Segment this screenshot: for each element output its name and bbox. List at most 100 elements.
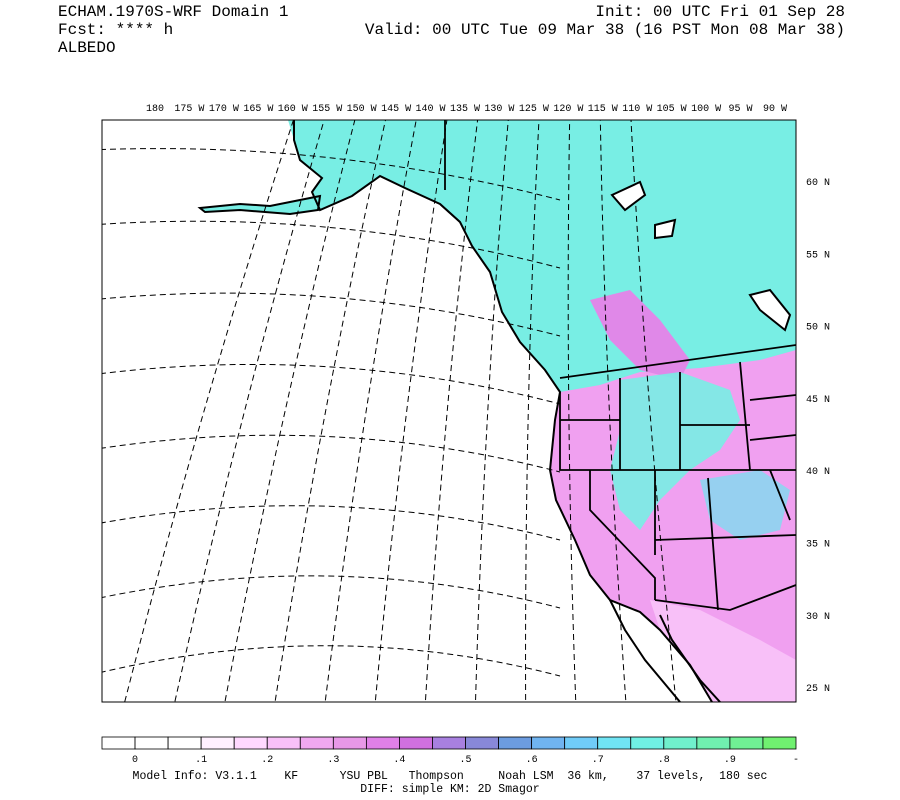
colorbar-swatch xyxy=(531,736,566,750)
colorbar-swatch xyxy=(564,736,599,750)
header-right: Valid: 00 UTC Tue 09 Mar 38 (16 PST Mon … xyxy=(365,21,845,39)
colorbar-label: .1 xyxy=(195,755,207,766)
colorbar-label: - xyxy=(793,755,799,766)
lat-label: 30 N xyxy=(806,612,830,623)
lon-label: 125 W xyxy=(519,104,549,115)
colorbar-label: .6 xyxy=(526,755,538,766)
lon-label: 90 W xyxy=(763,104,787,115)
land-low-albedo xyxy=(550,350,796,702)
meridian xyxy=(525,120,540,702)
lakes xyxy=(610,180,792,332)
meridian xyxy=(374,120,448,702)
baja-coast xyxy=(609,599,721,702)
parallel xyxy=(102,645,561,677)
lat-label: 60 N xyxy=(806,178,830,189)
parallel xyxy=(102,220,561,269)
colorbar-label: 0 xyxy=(132,755,138,766)
meridian xyxy=(475,120,509,702)
colorbar-swatch xyxy=(332,736,367,750)
lon-label: 130 W xyxy=(484,104,514,115)
lon-label: 120 W xyxy=(553,104,583,115)
map-frame xyxy=(101,119,797,703)
colorbar-swatch xyxy=(101,736,136,750)
colorbar-swatch xyxy=(200,736,235,750)
parallel xyxy=(102,148,561,201)
colorbar-label: .4 xyxy=(393,755,405,766)
meridian xyxy=(174,120,325,702)
lon-label: 165 W xyxy=(243,104,273,115)
lon-label: 100 W xyxy=(691,104,721,115)
colorbar-swatch xyxy=(663,736,698,750)
state-borders xyxy=(439,120,796,611)
lat-label: 35 N xyxy=(806,540,830,551)
lon-label: 105 W xyxy=(657,104,687,115)
parallel xyxy=(102,292,561,337)
colorbar-swatch xyxy=(299,736,334,750)
lon-label: 115 W xyxy=(588,104,618,115)
header-left: ECHAM.1970S-WRF Domain 1 xyxy=(58,3,288,21)
header-left: ALBEDO xyxy=(58,39,116,57)
colorbar-label: .5 xyxy=(460,755,472,766)
colorbar-label: .2 xyxy=(261,755,273,766)
colorbar-swatch xyxy=(365,736,400,750)
lat-label: 25 N xyxy=(806,684,830,695)
colorbar: 0 .1 .2 .3 .4 .5 .6 .7 .8 .9 - xyxy=(101,736,799,766)
land-high-albedo xyxy=(610,372,740,530)
lon-label: 95 W xyxy=(729,104,753,115)
map-body xyxy=(102,120,796,702)
land-low-albedo xyxy=(650,600,796,702)
coastline xyxy=(293,120,713,702)
parallel xyxy=(102,434,561,473)
parallel xyxy=(102,363,561,405)
colorbar-swatch xyxy=(167,736,202,750)
colorbar-swatch xyxy=(597,736,632,750)
lon-label: 140 W xyxy=(416,104,446,115)
lon-label: 110 W xyxy=(622,104,652,115)
land-high-albedo xyxy=(700,470,790,540)
header-left: Fcst: **** h xyxy=(58,21,173,39)
meridian xyxy=(424,120,479,702)
colorbar-swatch xyxy=(630,736,665,750)
lon-label: 150 W xyxy=(347,104,377,115)
colorbar-swatch xyxy=(498,736,533,750)
lon-label: 160 W xyxy=(278,104,308,115)
footer-line: DIFF: simple KM: 2D Smagor xyxy=(360,783,539,796)
meridian xyxy=(599,120,627,702)
colorbar-label: .8 xyxy=(658,755,670,766)
colorbar-swatch xyxy=(696,736,731,750)
lon-label: 170 W xyxy=(209,104,239,115)
lat-label: 50 N xyxy=(806,323,830,334)
colorbar-label: .7 xyxy=(592,755,604,766)
colorbar-swatch xyxy=(465,736,499,750)
colorbar-swatch xyxy=(399,736,433,750)
alaska-peninsula xyxy=(197,194,322,216)
footer-line: Model Info: V3.1.1 KF YSU PBL Thompson N… xyxy=(133,770,768,783)
lon-label: 175 W xyxy=(174,104,204,115)
colorbar-swatch xyxy=(134,736,169,750)
footer: Model Info: V3.1.1 KF YSU PBL Thompson N… xyxy=(133,770,768,796)
lon-labels: 180 175 W 170 W 165 W 160 W 155 W 150 W 145 W 14… xyxy=(146,104,787,115)
meridian xyxy=(124,120,294,702)
lon-label: 180 xyxy=(146,104,164,115)
colorbar-swatch xyxy=(762,736,797,750)
lat-label: 40 N xyxy=(806,467,830,478)
header-right: Init: 00 UTC Fri 01 Sep 28 xyxy=(595,3,845,21)
colorbar-swatch xyxy=(233,736,268,750)
colorbar-label: .3 xyxy=(327,755,339,766)
lon-label: 145 W xyxy=(381,104,411,115)
lat-label: 55 N xyxy=(806,250,830,261)
colorbar-label: .9 xyxy=(724,755,736,766)
lon-label: 155 W xyxy=(312,104,342,115)
graticule xyxy=(102,120,677,702)
colorbar-swatch xyxy=(432,736,466,750)
lat-labels: 60 N 55 N 50 N 45 N 40 N 35 N 30 N 25 N xyxy=(806,178,830,695)
colorbar-swatch xyxy=(266,736,301,750)
lon-label: 135 W xyxy=(450,104,480,115)
meridian xyxy=(324,120,417,702)
land-low-albedo xyxy=(590,290,690,380)
lat-label: 45 N xyxy=(806,395,830,406)
meridian xyxy=(567,120,577,702)
colorbar-swatch xyxy=(729,736,764,750)
